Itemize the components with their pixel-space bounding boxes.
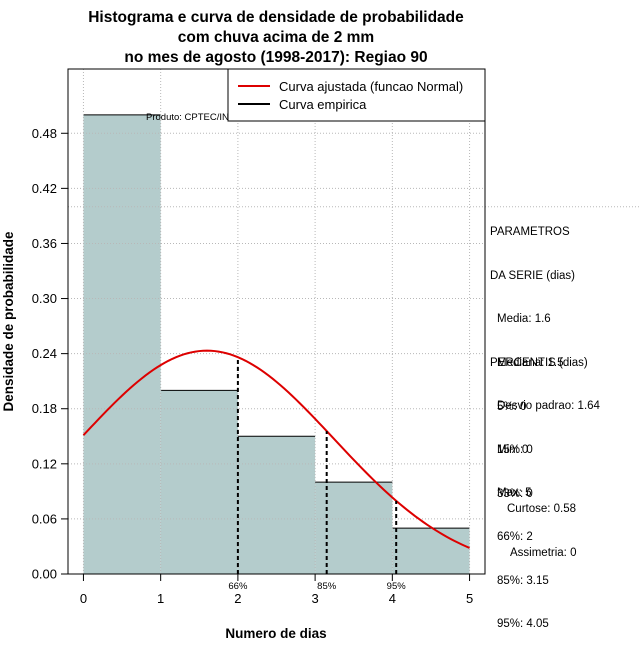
ytick-label-0.06: 0.06 — [32, 511, 57, 526]
ytick-label-0.42: 0.42 — [32, 181, 57, 196]
title-line-1: Histograma e curva de densidade de proba… — [88, 9, 464, 26]
legend-label-0: Curva ajustada (funcao Normal) — [279, 79, 463, 94]
percentile-label-95: 95% — [387, 581, 407, 592]
product-label: Produto: CPTEC/INPE — [146, 112, 242, 123]
title-line-2: com chuva acima de 2 mm — [178, 29, 374, 46]
perc-title: PERCENTIS (dias) — [490, 357, 588, 369]
param-min: Min: 0 — [497, 443, 529, 456]
perc-85: 85%: 3.15 — [497, 574, 549, 587]
histogram-bars — [83, 114, 470, 574]
percentile-lines: 66% 85% 95% Produto: CPTEC/INPE — [146, 112, 406, 592]
bar-0 — [83, 114, 161, 574]
xtick-label-1: 1 — [157, 591, 164, 606]
percentiles-panel: PERCENTIS (dias) 5%: 0 15%: 0 33%: 0 66%… — [490, 327, 588, 646]
xtick-label-3: 3 — [311, 591, 318, 606]
xtick-label-4: 4 — [389, 591, 396, 606]
legend-box — [227, 68, 486, 122]
params-title-2: DA SERIE (dias) — [490, 269, 575, 282]
curtose-value: Curtose: 0.58 — [507, 503, 577, 515]
chart-title: Histograma e curva de densidade de proba… — [88, 9, 464, 66]
bar-3 — [315, 482, 393, 574]
title-line-3: no mes de agosto (1998-2017): Regiao 90 — [124, 49, 427, 66]
legend-label-1: Curva empirica — [279, 97, 367, 112]
axes: 0 1 2 3 4 5 0.00 0.06 0.12 0.18 0.24 0.30 0.36 0.42 0.… — [1, 68, 486, 641]
params-panel: PARAMETROS DA SERIE (dias) Media: 1.6 Me… — [490, 196, 600, 515]
legend: Curva ajustada (funcao Normal) Curva empi… — [227, 68, 486, 122]
bar-4 — [392, 528, 470, 574]
ytick-label-0.18: 0.18 — [32, 401, 57, 416]
ytick-label-0.00: 0.00 — [32, 567, 57, 582]
density-curve — [82, 349, 470, 549]
param-max: Max: 5 — [497, 487, 532, 499]
xtick-label-5: 5 — [466, 591, 473, 606]
bar-1 — [160, 390, 238, 574]
perc-66: 66%: 2 — [497, 531, 533, 543]
ytick-label-0.24: 0.24 — [32, 346, 57, 361]
assimetria-value: Assimetria: 0 — [510, 546, 577, 559]
ytick-label-0.12: 0.12 — [32, 456, 57, 471]
percentile-label-85: 85% — [317, 581, 337, 592]
perc-15: 15%: 0 — [497, 444, 533, 456]
shape-panel: Curtose: 0.58 Assimetria: 0 — [500, 473, 576, 575]
ytick-label-0.48: 0.48 — [32, 126, 57, 141]
params-title-1: PARAMETROS — [490, 226, 570, 238]
bar-2 — [237, 436, 316, 574]
normal-curve — [82, 349, 470, 549]
param-desvio: Desvio padrao: 1.64 — [497, 400, 600, 412]
ytick-label-0.36: 0.36 — [32, 236, 57, 251]
xtick-label-2: 2 — [234, 591, 241, 606]
x-axis-label: Numero de dias — [225, 626, 326, 641]
perc-95: 95%: 4.05 — [497, 618, 549, 630]
xtick-label-0: 0 — [80, 591, 87, 606]
param-media: Media: 1.6 — [497, 313, 551, 325]
grid-lines — [68, 69, 640, 575]
y-axis-label: Densidade de probabilidade — [1, 231, 16, 412]
percentile-label-66: 66% — [228, 581, 248, 592]
ytick-label-0.30: 0.30 — [32, 291, 57, 306]
param-mediana: Mediana: 1.5 — [497, 356, 564, 369]
perc-33: 33%: 0 — [497, 487, 533, 500]
perc-5: 5%: 0 — [497, 400, 527, 413]
